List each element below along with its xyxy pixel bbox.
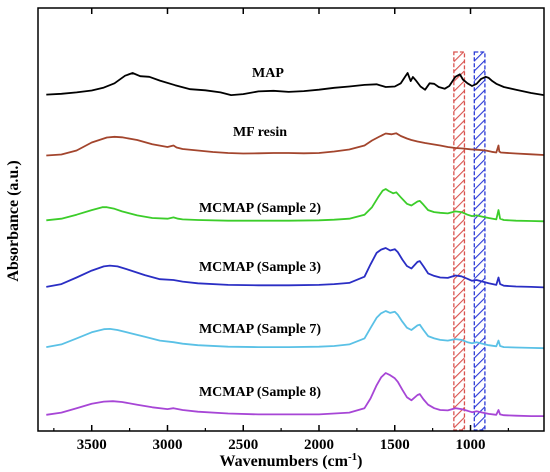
series-line-4 xyxy=(46,247,545,289)
series-label-1: MAP xyxy=(252,66,284,81)
x-tick-label-5: 1500 xyxy=(380,437,410,453)
x-axis-title: Wavenumbers (cm-1) xyxy=(220,451,363,470)
y-axis-title: Absorbance (a.u.) xyxy=(5,160,22,281)
x-axis-ticks: 3500 3000 2500 2000 1500 1000 xyxy=(53,8,509,453)
series-line-5 xyxy=(46,310,545,350)
series-labels: MAP MF resin MCMAP (Sample 2) MCMAP (Sample… xyxy=(199,66,321,400)
x-tick-label-3: 2500 xyxy=(228,437,258,453)
x-tick-label-1: 3500 xyxy=(77,437,107,453)
series-line-2 xyxy=(46,132,545,157)
series-label-4: MCMAP (Sample 3) xyxy=(199,260,321,275)
highlight-bands xyxy=(453,51,486,431)
series-line-3 xyxy=(46,188,545,223)
series-line-1 xyxy=(46,72,545,96)
spectra xyxy=(46,72,545,417)
series-label-2: MF resin xyxy=(233,125,287,140)
series-label-5: MCMAP (Sample 7) xyxy=(199,322,321,337)
series-label-6: MCMAP (Sample 8) xyxy=(199,385,321,400)
series-line-6 xyxy=(46,372,544,417)
highlight-band-1 xyxy=(453,51,466,431)
x-tick-label-2: 3000 xyxy=(152,437,182,453)
x-tick-label-4: 2000 xyxy=(304,437,334,453)
series-label-3: MCMAP (Sample 2) xyxy=(199,201,321,216)
highlight-band-2 xyxy=(473,51,486,431)
x-tick-label-6: 1000 xyxy=(456,437,486,453)
plot-frame xyxy=(37,7,545,432)
